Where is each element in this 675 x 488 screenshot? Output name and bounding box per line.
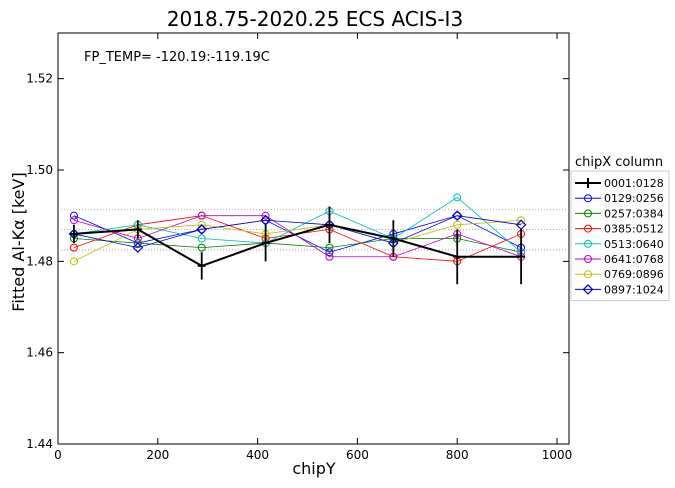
data-point <box>132 242 144 253</box>
x-tick-label: 0 <box>54 448 62 462</box>
data-point <box>133 239 142 248</box>
data-point <box>69 216 78 225</box>
x-tick-label: 1000 <box>542 448 573 462</box>
data-point <box>197 225 206 234</box>
data-point <box>325 252 334 261</box>
legend-label: 0001:0128 <box>604 177 664 190</box>
data-point <box>69 257 78 266</box>
y-axis: 1.44 1.46 1.48 1.50 1.52 <box>26 72 569 451</box>
y-axis-label: Fitted Al-Kα [keV] <box>9 172 28 311</box>
legend-label: 0513:0640 <box>604 238 664 251</box>
y-tick-label: 1.46 <box>26 346 53 360</box>
data-point <box>196 224 208 235</box>
legend-label: 0257:0384 <box>604 207 664 220</box>
legend-item: 0001:0128 <box>575 177 664 190</box>
y-tick-label: 1.50 <box>26 163 53 177</box>
data-point <box>453 220 462 229</box>
data-point <box>584 270 592 279</box>
chart-title: 2018.75-2020.25 ECS ACIS-I3 <box>167 7 463 31</box>
data-point <box>517 216 526 225</box>
y-tick-label: 1.52 <box>26 72 53 86</box>
legend-title: chipX column <box>575 155 663 170</box>
legend-item: 0641:0768 <box>575 253 664 266</box>
data-point <box>325 248 334 257</box>
series-line <box>73 223 522 267</box>
series-0001:0128 <box>69 206 526 285</box>
y-tick-label: 1.48 <box>26 254 53 268</box>
data-point <box>197 243 206 252</box>
data-point <box>584 194 592 203</box>
x-tick-label: 600 <box>346 448 369 462</box>
series-line <box>73 238 522 253</box>
legend-item: 0385:0512 <box>575 223 664 236</box>
data-point <box>584 239 592 248</box>
legend-item: 0129:0256 <box>575 192 664 205</box>
legend-label: 0897:1024 <box>604 283 664 296</box>
data-point <box>515 219 527 231</box>
legend: chipX column 0001:0128 0129:0256 0257:0384 0… <box>570 155 670 302</box>
x-tick-label: 800 <box>446 448 469 462</box>
legend-box <box>570 170 670 302</box>
legend-label: 0641:0768 <box>604 253 664 266</box>
data-point <box>582 284 594 295</box>
plot-area <box>57 32 570 445</box>
data-point <box>69 211 78 220</box>
y-tick-label: 1.44 <box>26 437 53 451</box>
data-point <box>197 220 206 229</box>
data-point <box>453 211 462 220</box>
data-point <box>584 255 592 263</box>
data-point <box>197 234 206 243</box>
x-axis-label: chipY <box>292 459 336 478</box>
legend-label: 0385:0512 <box>604 223 664 236</box>
fp-temp-annotation: FP_TEMP= -120.19:-119.19C <box>84 50 270 65</box>
legend-item: 0257:0384 <box>575 207 664 220</box>
data-point <box>260 214 271 226</box>
x-axis: 0 200 400 600 800 1000 <box>54 33 572 462</box>
data-point <box>451 210 463 222</box>
data-point <box>325 243 334 252</box>
data-point <box>584 224 592 233</box>
data-point <box>584 209 592 218</box>
data-point <box>69 243 78 252</box>
plot-frame <box>57 32 570 445</box>
series-line <box>73 196 522 253</box>
legend-item: 0513:0640 <box>575 238 664 251</box>
x-tick-label: 200 <box>146 448 169 462</box>
series-line <box>73 215 522 249</box>
series-line <box>73 219 522 262</box>
legend-item: 0769:0896 <box>575 268 664 281</box>
data-point <box>453 193 462 202</box>
x-tick-label: 400 <box>246 448 269 462</box>
data-point <box>261 211 270 220</box>
data-point <box>197 211 206 220</box>
legend-label: 0129:0256 <box>604 192 664 205</box>
legend-item: 0897:1024 <box>575 283 664 296</box>
legend-label: 0769:0896 <box>604 268 664 281</box>
